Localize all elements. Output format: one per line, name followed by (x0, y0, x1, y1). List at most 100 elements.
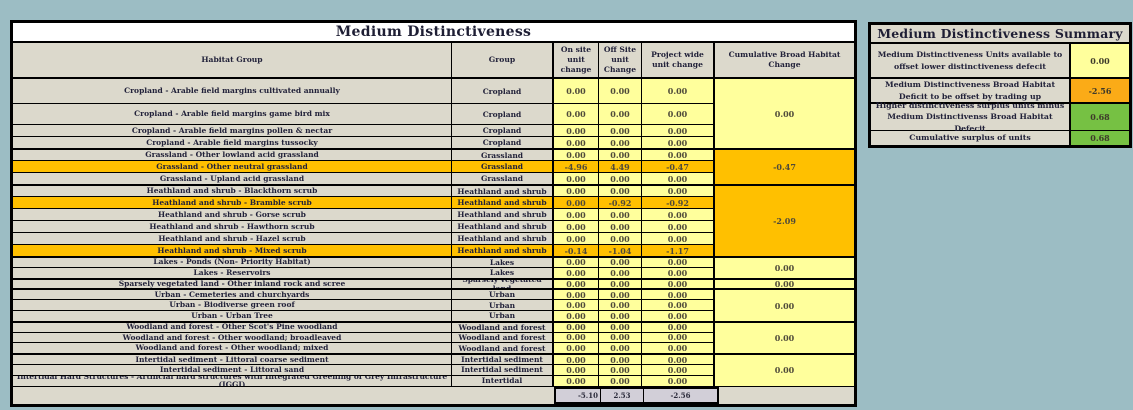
habitat-group-cell[interactable]: Cropland - Arable field margins tussocky (13, 137, 452, 149)
on-site-unit-change-cell[interactable]: 0.00 (554, 278, 599, 290)
project-wide-unit-change-cell[interactable]: 0.00 (642, 354, 715, 365)
cumulative-broad-habitat-change-cell[interactable]: -0.47 (715, 149, 854, 185)
on-site-unit-change-cell[interactable]: -4.96 (554, 161, 599, 173)
cumulative-broad-habitat-change-cell[interactable]: -2.09 (715, 185, 854, 257)
project-wide-unit-change-cell[interactable]: 0.00 (642, 278, 715, 290)
on-site-unit-change-cell[interactable]: 0.00 (554, 125, 599, 137)
group-cell[interactable]: Grassland (452, 161, 554, 173)
habitat-group-cell[interactable]: Heathland and shrub - Bramble scrub (13, 197, 452, 209)
summary-value-cumulative-surplus[interactable]: 0.68 (1071, 131, 1129, 145)
on-site-unit-change-cell[interactable]: 0.00 (554, 185, 599, 197)
project-wide-unit-change-cell[interactable]: 0.00 (642, 257, 715, 268)
group-cell[interactable]: Cropland (452, 79, 554, 104)
project-wide-unit-change-cell[interactable]: -0.47 (642, 161, 715, 173)
summary-value-higher-surplus-minus-deficit[interactable]: 0.68 (1071, 104, 1129, 130)
on-site-unit-change-cell[interactable]: 0.00 (554, 300, 599, 311)
group-cell[interactable]: Lakes (452, 267, 554, 279)
habitat-group-cell[interactable]: Urban - Cemeteries and churchyards (13, 289, 452, 301)
off-site-unit-change-cell[interactable]: 0.00 (599, 185, 642, 197)
total-on-site-cell[interactable]: -5.10 (556, 388, 601, 402)
habitat-group-cell[interactable]: Heathland and shrub - Gorse scrub (13, 209, 452, 221)
cumulative-broad-habitat-change-cell[interactable]: 0.00 (715, 289, 854, 322)
group-cell[interactable]: Intertidal sediment (452, 354, 554, 365)
project-wide-unit-change-cell[interactable]: -0.92 (642, 197, 715, 209)
habitat-group-cell[interactable]: Woodland and forest - Other woodland; mi… (13, 343, 452, 355)
off-site-unit-change-cell[interactable]: 0.00 (599, 173, 642, 185)
project-wide-unit-change-cell[interactable]: 0.00 (642, 149, 715, 161)
on-site-unit-change-cell[interactable]: 0.00 (554, 209, 599, 221)
on-site-unit-change-cell[interactable]: 0.00 (554, 137, 599, 149)
cumulative-broad-habitat-change-cell[interactable]: 0.00 (715, 278, 854, 290)
off-site-unit-change-cell[interactable]: 0.00 (599, 310, 642, 322)
off-site-unit-change-cell[interactable]: 0.00 (599, 375, 642, 387)
group-cell[interactable]: Woodland and forest (452, 321, 554, 333)
on-site-unit-change-cell[interactable]: 0.00 (554, 332, 599, 344)
total-off-site-cell[interactable]: 2.53 (601, 388, 644, 402)
group-cell[interactable]: Intertidal (452, 375, 554, 387)
on-site-unit-change-cell[interactable]: 0.00 (554, 343, 599, 355)
habitat-group-cell[interactable]: Grassland - Other neutral grassland (13, 161, 452, 173)
on-site-unit-change-cell[interactable]: 0.00 (554, 257, 599, 268)
project-wide-unit-change-cell[interactable]: 0.00 (642, 173, 715, 185)
habitat-group-cell[interactable]: Grassland - Other lowland acid grassland (13, 149, 452, 161)
habitat-group-cell[interactable]: Heathland and shrub - Hazel scrub (13, 233, 452, 245)
group-cell[interactable]: Urban (452, 310, 554, 322)
project-wide-unit-change-cell[interactable]: 0.00 (642, 137, 715, 149)
habitat-group-cell[interactable]: Lakes - Reservoirs (13, 267, 452, 279)
project-wide-unit-change-cell[interactable]: 0.00 (642, 209, 715, 221)
group-cell[interactable]: Cropland (452, 125, 554, 137)
group-cell[interactable]: Cropland (452, 104, 554, 125)
on-site-unit-change-cell[interactable]: 0.00 (554, 104, 599, 125)
habitat-group-cell[interactable]: Intertidal Hard Structures - Artificial … (13, 375, 452, 387)
on-site-unit-change-cell[interactable]: 0.00 (554, 310, 599, 322)
project-wide-unit-change-cell[interactable]: 0.00 (642, 104, 715, 125)
project-wide-unit-change-cell[interactable]: 0.00 (642, 267, 715, 279)
on-site-unit-change-cell[interactable]: 0.00 (554, 321, 599, 333)
on-site-unit-change-cell[interactable]: 0.00 (554, 364, 599, 376)
on-site-unit-change-cell[interactable]: 0.00 (554, 221, 599, 233)
habitat-group-cell[interactable]: Heathland and shrub - Blackthorn scrub (13, 185, 452, 197)
off-site-unit-change-cell[interactable]: 0.00 (599, 79, 642, 104)
off-site-unit-change-cell[interactable]: 0.00 (599, 343, 642, 355)
off-site-unit-change-cell[interactable]: 4.49 (599, 161, 642, 173)
group-cell[interactable]: Heathland and shrub (452, 209, 554, 221)
habitat-group-cell[interactable]: Intertidal sediment - Littoral coarse se… (13, 354, 452, 365)
habitat-group-cell[interactable]: Heathland and shrub - Hawthorn scrub (13, 221, 452, 233)
group-cell[interactable]: Intertidal sediment (452, 364, 554, 376)
off-site-unit-change-cell[interactable]: 0.00 (599, 149, 642, 161)
habitat-group-cell[interactable]: Heathland and shrub - Mixed scrub (13, 245, 452, 257)
group-cell[interactable]: Sparsely vegetated land (452, 278, 554, 290)
on-site-unit-change-cell[interactable]: 0.00 (554, 354, 599, 365)
project-wide-unit-change-cell[interactable]: 0.00 (642, 125, 715, 137)
on-site-unit-change-cell[interactable]: 0.00 (554, 79, 599, 104)
project-wide-unit-change-cell[interactable]: 0.00 (642, 79, 715, 104)
off-site-unit-change-cell[interactable]: 0.00 (599, 300, 642, 311)
off-site-unit-change-cell[interactable]: 0.00 (599, 267, 642, 279)
project-wide-unit-change-cell[interactable]: 0.00 (642, 310, 715, 322)
off-site-unit-change-cell[interactable]: -1.04 (599, 245, 642, 257)
project-wide-unit-change-cell[interactable]: 0.00 (642, 221, 715, 233)
habitat-group-cell[interactable]: Intertidal sediment - Littoral sand (13, 364, 452, 376)
on-site-unit-change-cell[interactable]: 0.00 (554, 233, 599, 245)
project-wide-unit-change-cell[interactable]: 0.00 (642, 289, 715, 301)
group-cell[interactable]: Woodland and forest (452, 332, 554, 344)
off-site-unit-change-cell[interactable]: 0.00 (599, 233, 642, 245)
habitat-group-cell[interactable]: Woodland and forest - Other Scot's Pine … (13, 321, 452, 333)
habitat-group-cell[interactable]: Urban - Urban Tree (13, 310, 452, 322)
total-project-wide-cell[interactable]: -2.56 (644, 388, 717, 402)
group-cell[interactable]: Heathland and shrub (452, 221, 554, 233)
on-site-unit-change-cell[interactable]: 0.00 (554, 173, 599, 185)
off-site-unit-change-cell[interactable]: 0.00 (599, 278, 642, 290)
group-cell[interactable]: Urban (452, 289, 554, 301)
habitat-group-cell[interactable]: Sparsely vegetated land - Other inland r… (13, 278, 452, 290)
habitat-group-cell[interactable]: Urban - Biodiverse green roof (13, 300, 452, 311)
project-wide-unit-change-cell[interactable]: 0.00 (642, 233, 715, 245)
off-site-unit-change-cell[interactable]: 0.00 (599, 321, 642, 333)
group-cell[interactable]: Heathland and shrub (452, 197, 554, 209)
off-site-unit-change-cell[interactable]: 0.00 (599, 125, 642, 137)
group-cell[interactable]: Lakes (452, 257, 554, 268)
project-wide-unit-change-cell[interactable]: 0.00 (642, 364, 715, 376)
off-site-unit-change-cell[interactable]: 0.00 (599, 364, 642, 376)
project-wide-unit-change-cell[interactable]: 0.00 (642, 300, 715, 311)
off-site-unit-change-cell[interactable]: 0.00 (599, 137, 642, 149)
